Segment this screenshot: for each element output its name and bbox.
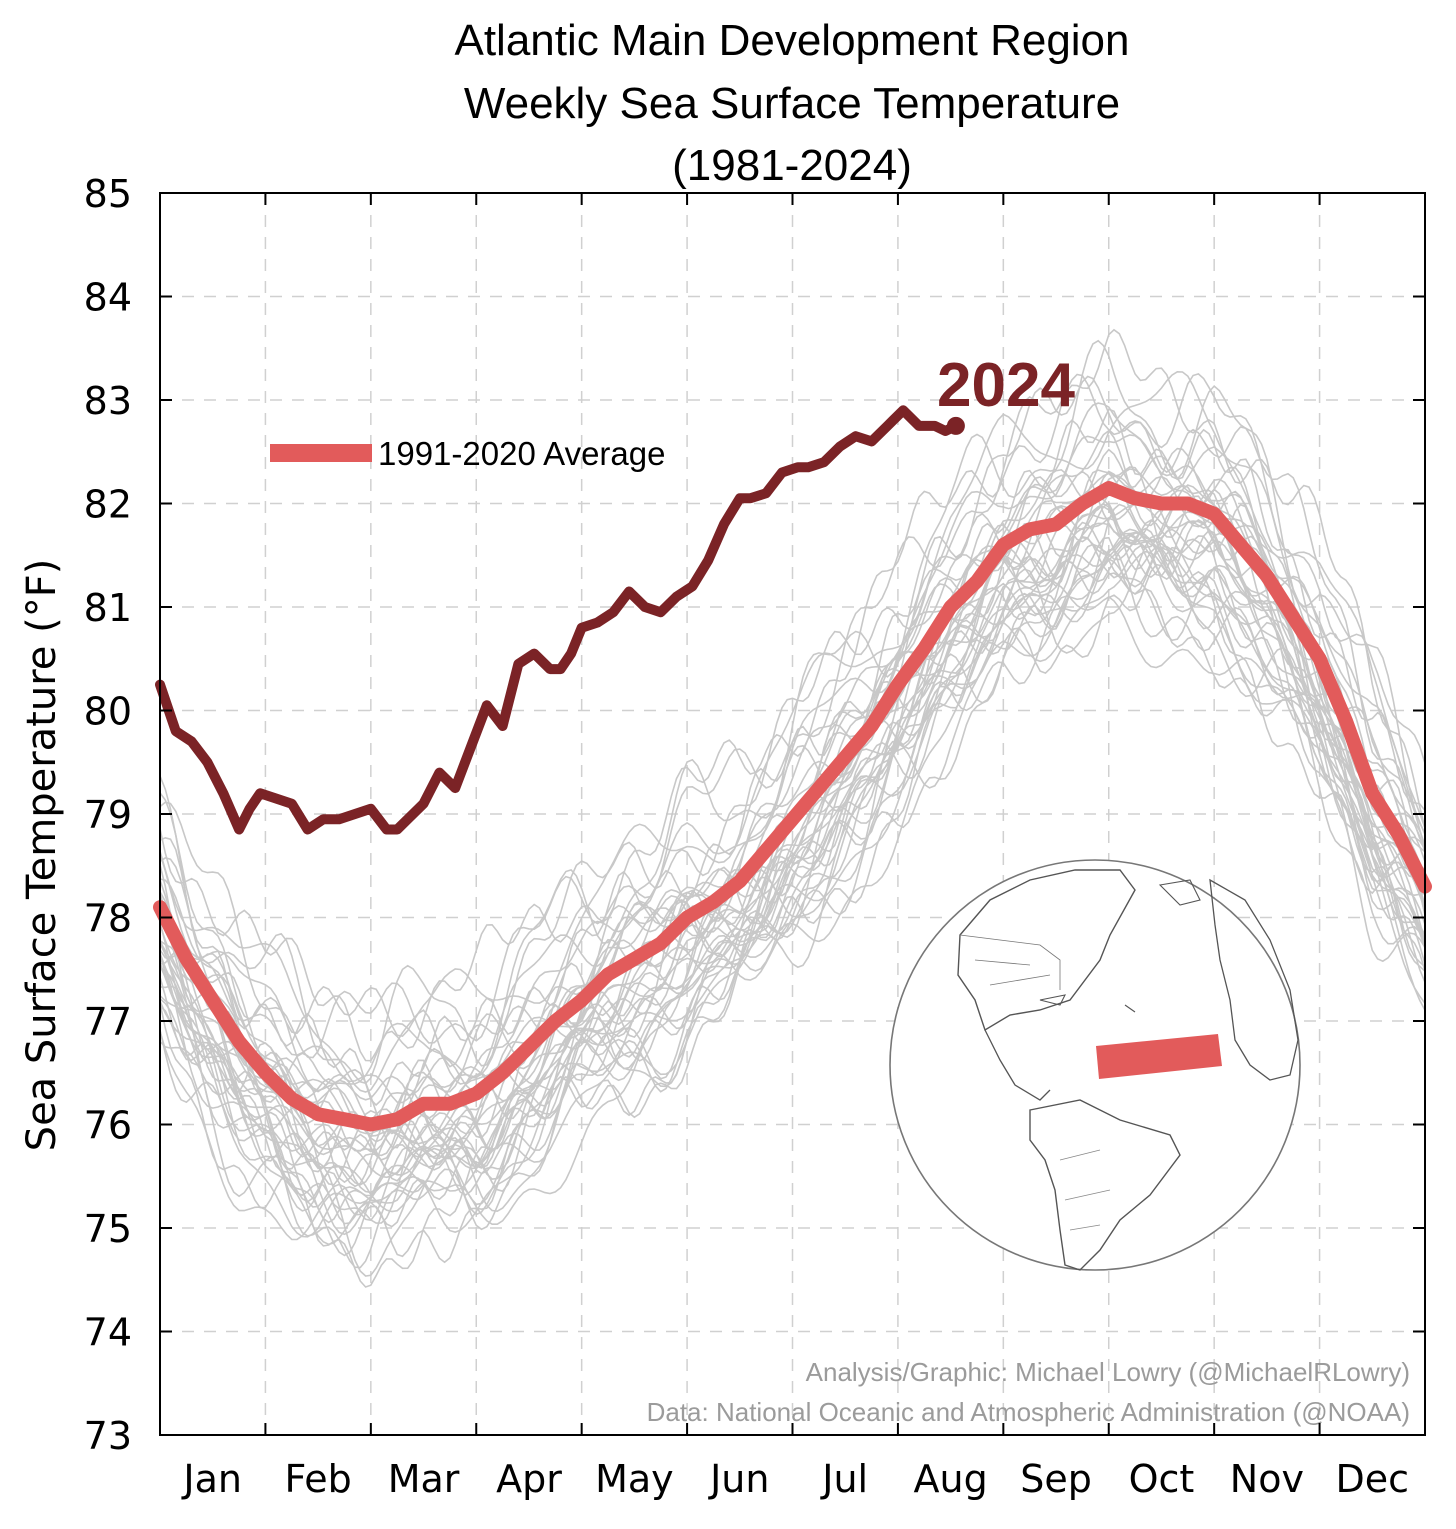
legend: 1991-2020 Average — [270, 435, 665, 472]
x-tick-label: Feb — [284, 1457, 351, 1501]
y-axis-label: Sea Surface Temperature (°F) — [19, 559, 65, 1152]
average-line — [153, 481, 1432, 1132]
x-tick-label: Jun — [708, 1457, 769, 1501]
x-tick-label: Aug — [914, 1457, 988, 1501]
y-tick-label: 83 — [84, 379, 132, 423]
globe-inset-icon — [889, 859, 1301, 1271]
y-tick-label: 77 — [84, 1000, 132, 1044]
y-tick-label: 81 — [84, 586, 132, 630]
x-tick-label: May — [595, 1457, 674, 1501]
x-tick-label: Mar — [388, 1457, 460, 1501]
other-year-line — [159, 478, 1426, 1156]
other-year-line — [159, 375, 1426, 1068]
other-year-line — [159, 534, 1426, 1277]
x-tick-label: Apr — [496, 1457, 562, 1501]
year-2024-series — [155, 405, 965, 835]
year-2024-line — [155, 405, 961, 835]
other-year-line — [159, 402, 1426, 1092]
y-tick-label: 73 — [84, 1414, 132, 1458]
legend-label-average: 1991-2020 Average — [378, 435, 665, 472]
y-tick-label: 84 — [84, 276, 132, 320]
y-tick-label: 79 — [84, 793, 132, 837]
other-year-line — [159, 447, 1426, 1125]
y-tick-label: 80 — [84, 690, 132, 734]
y-tick-label: 74 — [84, 1311, 132, 1355]
other-year-line — [159, 531, 1426, 1246]
y-tick-label: 85 — [84, 172, 132, 216]
y-tick-label: 82 — [84, 483, 132, 527]
other-year-line — [159, 522, 1426, 1213]
other-year-line — [159, 505, 1426, 1194]
other-year-line — [159, 578, 1426, 1241]
other-year-line — [159, 429, 1426, 1149]
other-year-line — [159, 468, 1426, 1168]
chart-title-line-1: Atlantic Main Development Region — [454, 16, 1129, 65]
axis-ticks — [160, 192, 1425, 1436]
y-tick-label: 76 — [84, 1104, 132, 1148]
average-series — [153, 481, 1432, 1132]
chart-title-line-3: (1981-2024) — [672, 141, 912, 190]
y-tick-label: 78 — [84, 897, 132, 941]
other-year-line — [159, 527, 1426, 1222]
x-tick-label: Sep — [1020, 1457, 1092, 1501]
x-tick-label: Oct — [1129, 1457, 1195, 1501]
chart-title-line-2: Weekly Sea Surface Temperature — [464, 79, 1120, 128]
other-year-line — [159, 466, 1426, 1184]
x-tick-label: Nov — [1230, 1457, 1304, 1501]
x-tick-label: Dec — [1336, 1457, 1410, 1501]
other-year-line — [159, 370, 1426, 1093]
x-tick-label: Jan — [181, 1457, 242, 1501]
y-tick-label: 75 — [84, 1207, 132, 1251]
other-year-line — [159, 531, 1426, 1236]
year-2024-endpoint — [946, 416, 965, 435]
other-year-line — [159, 502, 1426, 1186]
credit-analysis: Analysis/Graphic: Michael Lowry (@Michae… — [806, 1357, 1410, 1387]
credit-data: Data: National Oceanic and Atmospheric A… — [647, 1397, 1410, 1427]
other-year-line — [159, 339, 1426, 1085]
x-tick-label: Jul — [820, 1457, 868, 1501]
other-year-line — [159, 373, 1426, 1059]
year-2024-label: 2024 — [937, 351, 1075, 420]
other-year-line — [159, 328, 1426, 1062]
other-year-line — [159, 503, 1426, 1179]
